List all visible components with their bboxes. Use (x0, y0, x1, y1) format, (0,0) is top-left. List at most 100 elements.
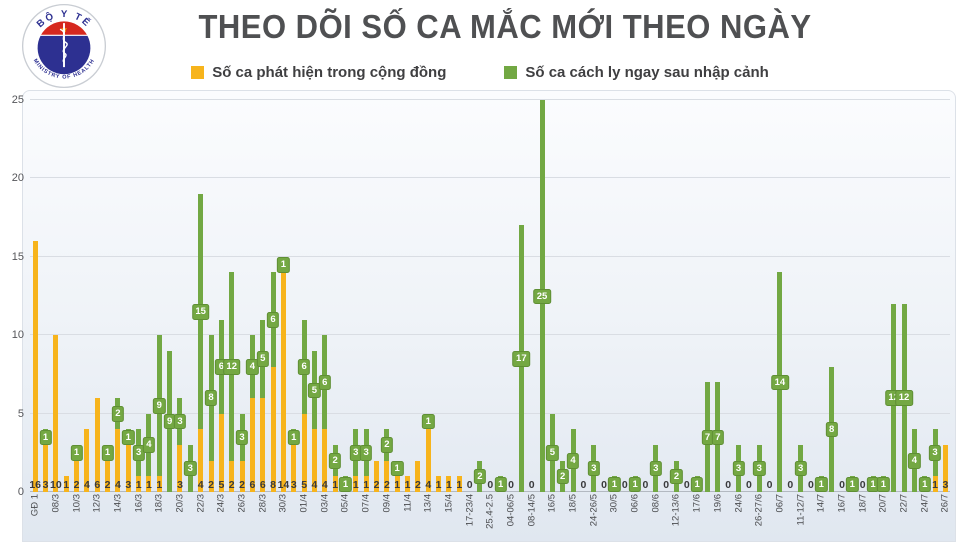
bar-column-06/7: 14 06/7 (771, 100, 789, 513)
bar-column-04-06/5: 0 04-06/5 (505, 100, 516, 526)
community-value-label: 0 (601, 479, 607, 491)
community-value-label: 1 (404, 479, 411, 491)
community-value-label: 1 (446, 479, 452, 491)
x-axis-label: 14/3 (112, 494, 124, 513)
community-value-label: 0 (787, 479, 794, 491)
x-axis-label: 16/7 (836, 494, 848, 513)
community-value-label: 0 (839, 479, 845, 491)
community-value-label: 1 (332, 479, 339, 491)
bar-column-77: 8 (825, 100, 838, 492)
quarantine-value-badge: 3 (928, 445, 942, 461)
legend-label: Số ca phát hiện trong cộng đồng (212, 64, 447, 81)
x-axis-label: 20/3 (174, 494, 186, 513)
snake-icon (59, 28, 68, 63)
bar-column-20/3: 3 3 20/3 (173, 100, 187, 513)
quarantine-value-badge: 2 (380, 437, 394, 453)
x-axis-label: 18/5 (567, 494, 579, 513)
community-bar-segment (105, 460, 111, 492)
bar-column-10/3: 1 2 10/3 (70, 100, 83, 513)
quarantine-value-badge: 3 (732, 460, 745, 477)
quarantine-value-badge: 1 (608, 476, 621, 492)
quarantine-value-badge: 8 (204, 390, 218, 406)
x-axis-label: 24-26/5 (588, 494, 600, 527)
community-value-label: 2 (373, 479, 380, 491)
quarantine-value-badge: 1 (70, 445, 83, 461)
community-bar-segment (229, 460, 235, 492)
x-axis-label: 28/3 (257, 494, 269, 513)
x-axis-label: 15/4 (443, 494, 455, 513)
community-bar-segment (311, 429, 317, 492)
x-axis-label: 17-23/4 (464, 494, 476, 527)
x-axis-label: 30/3 (277, 494, 289, 513)
community-value-label: 2 (208, 479, 214, 491)
y-axis-tick-15: 15 (11, 250, 24, 263)
community-value-label: 3 (42, 479, 49, 491)
bar-column-07/4: 3 1 07/4 (360, 100, 373, 513)
y-axis-tick-10: 10 (11, 329, 24, 342)
community-value-label: 1 (456, 479, 463, 491)
community-value-label: 4 (321, 479, 328, 491)
community-bar-segment (332, 476, 338, 492)
bar-column-24/7: 1 24/7 (918, 100, 931, 513)
community-value-label: 3 (177, 479, 183, 491)
y-axis-tick-20: 20 (11, 172, 24, 185)
bar-column-81: 1 (866, 100, 880, 492)
bar-column-19: 12 2 (222, 100, 241, 492)
x-axis-label: 26/3 (236, 494, 248, 513)
quarantine-value-badge: 1 (918, 476, 931, 492)
bar-column-12/3: 6 12/3 (92, 100, 103, 513)
quarantine-value-badge: 1 (39, 429, 52, 446)
community-bar-segment (43, 444, 49, 492)
bar-column-16/7: 0 16/7 (836, 100, 847, 513)
quarantine-value-badge: 15 (191, 304, 210, 320)
community-value-label: 3 (942, 479, 949, 491)
quarantine-value-badge: 6 (318, 374, 331, 391)
quarantine-value-badge: 1 (846, 476, 859, 492)
community-bar-segment (932, 476, 938, 492)
bar-column-73: 0 (785, 100, 795, 492)
quarantine-value-badge: 25 (533, 288, 551, 304)
bar-column-45: 1 (494, 100, 507, 492)
quarantine-value-badge: 2 (473, 468, 487, 485)
quarantine-value-badge: 2 (670, 468, 683, 485)
quarantine-value-badge: 4 (908, 453, 921, 469)
x-axis-label: 25.4-2.5 (484, 494, 496, 529)
bar-column-17-23/4: 0 17-23/4 (464, 100, 475, 526)
quarantine-value-badge: 1 (494, 476, 507, 492)
x-axis-label: 16/3 (133, 494, 145, 513)
bar-column-16/5: 5 16/5 (546, 100, 559, 513)
quarantine-value-badge: 4 (142, 437, 156, 453)
community-bar-segment (291, 444, 297, 492)
community-value-label: 4 (115, 479, 121, 491)
community-value-label: 1 (394, 479, 401, 491)
y-axis-tick-0: 0 (17, 486, 24, 498)
bar-column-33: 2 (371, 100, 381, 492)
community-bar-segment (436, 476, 442, 492)
quarantine-value-badge: 3 (184, 460, 197, 477)
community-bar-segment (63, 476, 69, 492)
community-value-label: 4 (311, 479, 318, 491)
community-value-label: 1 (63, 479, 70, 491)
quarantine-value-badge: 14 (771, 374, 789, 391)
quarantine-value-badge: 1 (277, 257, 290, 273)
community-bar-segment (74, 460, 80, 492)
community-value-label: 1 (932, 479, 938, 491)
quarantine-value-badge: 3 (173, 413, 187, 430)
community-value-label: 0 (663, 479, 670, 491)
legend-item-1: Số ca cách ly ngay sau nhập cảnh (504, 64, 769, 81)
bar-column-67: 0 (723, 100, 733, 492)
quarantine-value-badge: 1 (628, 476, 642, 492)
quarantine-value-badge: 2 (556, 468, 569, 485)
bar-column-13: 9 (163, 100, 176, 492)
community-value-label: 4 (83, 479, 90, 491)
quarantine-value-badge: 3 (132, 445, 145, 461)
quarantine-value-badge: 9 (153, 398, 166, 414)
bar-column-75: 0 (806, 100, 816, 492)
community-bar-segment (353, 476, 359, 492)
x-axis-label: 10/3 (71, 494, 83, 513)
community-bar-segment (208, 460, 214, 492)
